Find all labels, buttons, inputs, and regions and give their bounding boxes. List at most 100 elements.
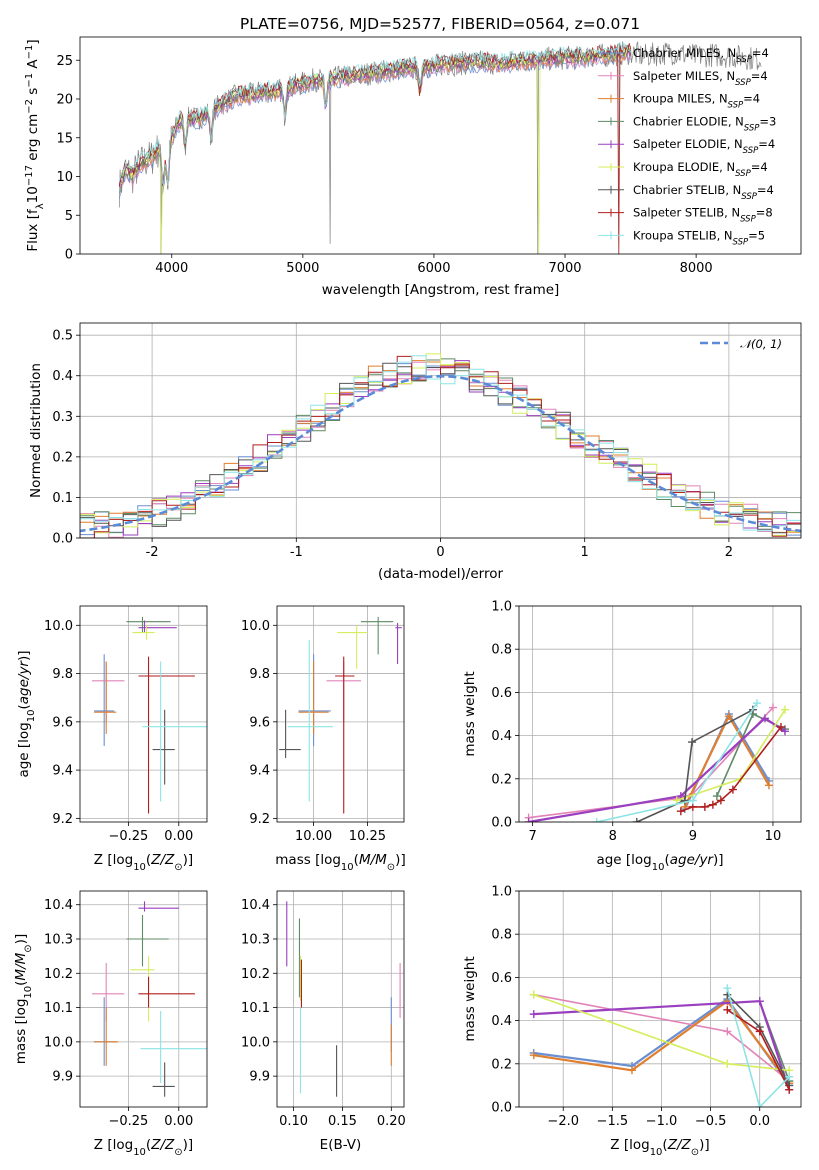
hist-legend: 𝒩(0, 1) — [700, 337, 782, 351]
x-tick-label: 2 — [725, 545, 733, 560]
y-tick-label: 10.2 — [44, 967, 73, 982]
legend-name: Kroupa MILES, N — [633, 92, 728, 106]
plus-marker — [680, 796, 689, 805]
model-fit-line — [119, 46, 631, 254]
x-tick-label: −0.5 — [695, 1114, 727, 1129]
age_vs_Z-axes: −0.25 0.00 9.2 9.4 9.6 9.8 10.0 — [44, 606, 207, 844]
legend-count: =4 — [751, 69, 768, 83]
y-tick-label: 9.8 — [249, 667, 270, 682]
legend-count: =5 — [748, 228, 765, 242]
y-tick-label: 0.2 — [491, 1057, 512, 1072]
y-tick-label: 10.1 — [44, 1001, 73, 1016]
spectrum-axes: 4000 5000 6000 7000 8000 0 5 10 15 20 25 — [56, 54, 712, 276]
plus-marker — [700, 802, 709, 811]
error-bar-point — [94, 654, 115, 746]
error-bar-point — [287, 639, 333, 802]
massweight_vs_age-frame — [518, 605, 802, 823]
plus-marker — [723, 984, 732, 993]
mass-weight-line — [533, 999, 791, 1084]
y-tick-label: 9.6 — [52, 715, 73, 730]
label-part: 10 — [26, 710, 37, 723]
x-axis-label: (data-model)/error — [378, 566, 504, 582]
legend-count: =4 — [758, 137, 775, 151]
label-part: 10 — [23, 986, 34, 999]
y-axis-label: mass [log10(M/M⊙)] — [13, 934, 34, 1064]
plus-marker — [755, 997, 764, 1006]
y-tick-label: 20 — [56, 93, 73, 108]
label-part: ( — [16, 704, 32, 709]
label-part: ( — [13, 981, 29, 986]
error-bar-point — [142, 661, 207, 802]
legend-label: Chabrier ELODIE, NSSP=3 — [633, 114, 776, 133]
label-part: age/yr — [670, 852, 715, 868]
legend-label: Kroupa MILES, NSSP=4 — [633, 92, 760, 111]
label-part: )] — [183, 1137, 194, 1153]
label-part: Z [log — [94, 1137, 133, 1153]
x-tick-label: 0.15 — [328, 1114, 357, 1129]
x-tick-label: 0.00 — [164, 1114, 193, 1129]
label-part: ( — [146, 1137, 151, 1153]
label-part: Z [log — [94, 852, 133, 868]
legend-count: =4 — [752, 46, 769, 60]
y-tick-label: 25 — [56, 54, 73, 69]
error-bar-point — [138, 620, 177, 633]
y-tick-label: 0.8 — [491, 928, 512, 943]
label-part: 10 — [650, 1147, 663, 1158]
legend-sub: SSP — [740, 215, 756, 225]
y-axis-label: Flux [fλ10−17 erg cm−2 s−1 A−1] — [24, 39, 46, 251]
mass_vs_Z-axes: −0.25 0.00 9.9 10.0 10.1 10.2 10.3 10.4 — [44, 891, 207, 1129]
y-tick-label: 1.0 — [491, 885, 512, 900]
x-tick-label: 6000 — [417, 261, 450, 276]
plus-marker — [672, 796, 681, 805]
error-bar-point — [140, 1011, 207, 1083]
error-bar-point — [138, 976, 195, 1008]
x-tick-label: -1 — [290, 545, 303, 560]
error-bar-point — [126, 915, 169, 967]
age_vs_mass-points — [279, 616, 402, 814]
normal-curve — [80, 374, 801, 533]
label-part: ⊙ — [174, 862, 182, 873]
label-part: −2 — [24, 99, 35, 114]
x-tick-label: 10.00 — [295, 829, 332, 844]
legend-sub: SSP — [735, 169, 751, 179]
x-tick-label: −1.5 — [597, 1114, 629, 1129]
y-tick-label: 0.3 — [52, 410, 73, 425]
mass_vs_ebv-axes: 0.10 0.15 0.20 9.9 10.0 10.1 10.2 10.3 10.4 — [241, 891, 406, 1129]
age_vs_Z-frame — [79, 605, 208, 823]
legend-label: Salpeter STELIB, NSSP=8 — [633, 206, 773, 225]
y-tick-label: 10.4 — [44, 898, 73, 913]
label-part: Z [log — [610, 1137, 649, 1153]
legend-label: Kroupa ELODIE, NSSP=4 — [633, 160, 768, 179]
x-tick-label: 10.25 — [349, 829, 386, 844]
plus-marker — [529, 1010, 538, 1019]
plus-marker — [776, 722, 785, 731]
x-tick-label: −0.25 — [108, 1114, 148, 1129]
x-tick-label: 8000 — [680, 261, 713, 276]
x-tick-label: −2.0 — [547, 1114, 579, 1129]
error-bar-point — [298, 654, 331, 746]
y-tick-label: 10.3 — [44, 933, 73, 948]
plus-marker — [785, 1085, 794, 1094]
x-tick-label: 0.20 — [377, 1114, 406, 1129]
label-part: 10 — [652, 862, 665, 873]
error-bar-point — [132, 625, 155, 640]
legend-sub: SSP — [736, 55, 752, 65]
error-bar-point — [138, 901, 179, 912]
y-tick-label: 10.0 — [241, 1035, 270, 1050]
hist-steps — [80, 353, 801, 538]
y-tick-label: 10.4 — [241, 898, 270, 913]
plus-marker — [755, 1027, 764, 1036]
plus-marker — [712, 792, 721, 801]
label-part: ⊙ — [23, 944, 34, 952]
plus-marker — [529, 1051, 538, 1060]
label-part: 10 — [25, 186, 41, 203]
error-bar-point — [126, 616, 171, 633]
plus-marker — [529, 990, 538, 999]
residual-histogram — [80, 355, 801, 538]
legend-sub: SSP — [741, 192, 757, 202]
plus-marker — [768, 703, 777, 712]
y-tick-label: 10.3 — [241, 933, 270, 948]
legend-label: Salpeter ELODIE, NSSP=4 — [633, 137, 775, 156]
legend-sub: SSP — [743, 146, 759, 156]
x-axis-label: age [log10(age/yr)] — [596, 852, 723, 873]
